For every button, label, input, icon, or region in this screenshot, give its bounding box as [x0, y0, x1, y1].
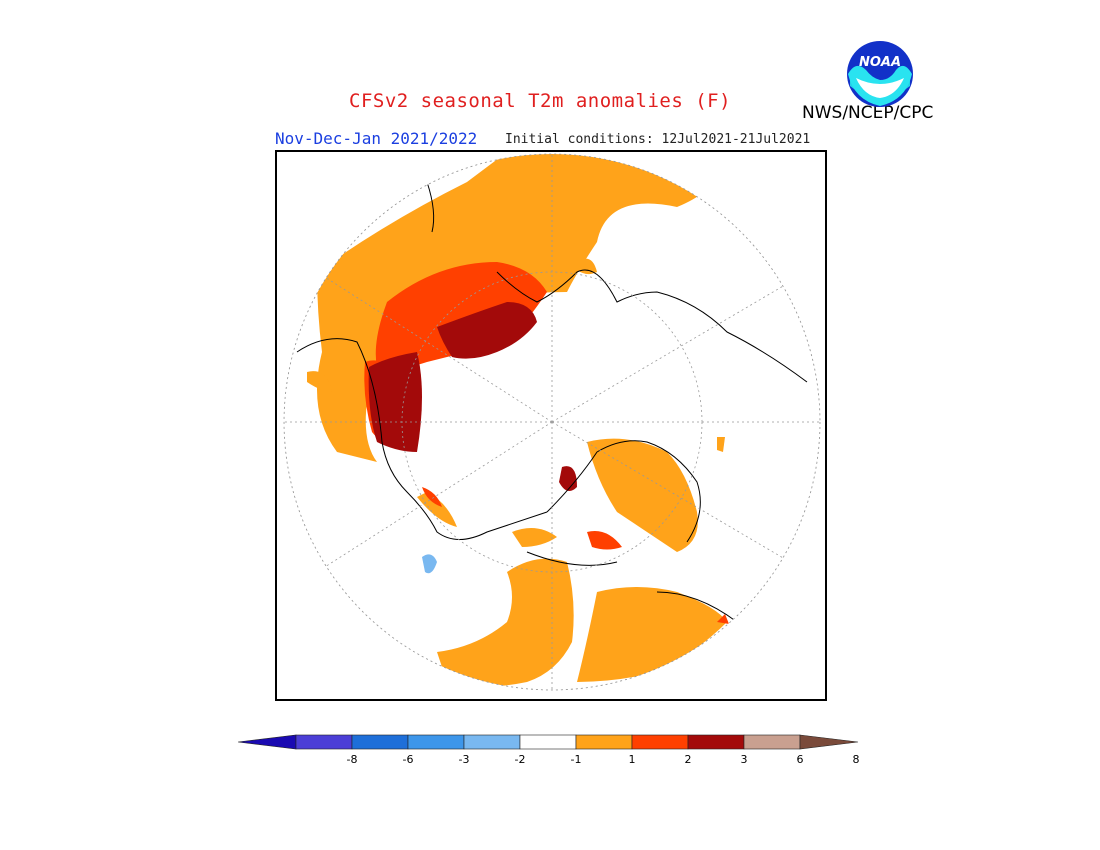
map-panel — [275, 150, 827, 701]
legend-swatch-high-end — [799, 734, 859, 750]
legend-swatch — [295, 734, 353, 750]
legend-label: -1 — [570, 753, 582, 766]
legend-swatch — [463, 734, 521, 750]
legend-label: 8 — [852, 753, 860, 766]
initial-conditions: Initial conditions: 12Jul2021-21Jul2021 — [505, 132, 811, 147]
anomaly-cold-region — [422, 554, 437, 574]
map-title: CFSv2 seasonal T2m anomalies (F) — [349, 90, 732, 112]
legend-label: -8 — [346, 753, 358, 766]
legend-label: -3 — [458, 753, 470, 766]
legend-swatch — [687, 734, 745, 750]
polar-map — [283, 153, 821, 691]
graticule — [284, 154, 820, 690]
legend-label: 3 — [740, 753, 748, 766]
noaa-logo-text: NOAA — [859, 55, 901, 70]
legend-swatch — [407, 734, 465, 750]
color-legend — [238, 734, 859, 750]
legend-swatch — [743, 734, 801, 750]
legend-swatch — [351, 734, 409, 750]
map-boundary — [283, 153, 821, 691]
forecast-period: Nov-Dec-Jan 2021/2022 — [275, 129, 478, 148]
legend-swatch-low-end — [238, 734, 297, 750]
legend-label: -2 — [514, 753, 526, 766]
legend-swatch — [519, 734, 577, 750]
legend-label: -6 — [402, 753, 414, 766]
legend-swatch — [575, 734, 633, 750]
agency-label: NWS/NCEP/CPC — [802, 103, 934, 123]
legend-label: 1 — [628, 753, 636, 766]
legend-label: 2 — [684, 753, 692, 766]
legend-label: 6 — [796, 753, 804, 766]
coastlines — [296, 181, 808, 623]
legend-swatch — [631, 734, 689, 750]
noaa-logo: NOAA — [847, 41, 913, 107]
